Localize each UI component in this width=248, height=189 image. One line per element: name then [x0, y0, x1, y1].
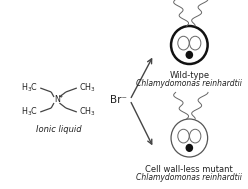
Ellipse shape	[189, 36, 201, 50]
Text: Ionic liquid: Ionic liquid	[36, 125, 81, 135]
Text: N: N	[54, 95, 60, 105]
Ellipse shape	[178, 36, 189, 50]
Text: $\mathregular{H_3C}$: $\mathregular{H_3C}$	[21, 106, 38, 118]
Ellipse shape	[171, 26, 208, 64]
Text: Cell wall-less mutant: Cell wall-less mutant	[146, 164, 233, 174]
Text: $\mathregular{CH_3}$: $\mathregular{CH_3}$	[79, 82, 95, 94]
Ellipse shape	[171, 119, 208, 157]
Text: Wild-type: Wild-type	[169, 71, 209, 81]
Ellipse shape	[178, 129, 189, 143]
Circle shape	[186, 144, 192, 151]
Text: Chlamydomonas reinhardtii: Chlamydomonas reinhardtii	[136, 80, 242, 88]
Text: Chlamydomonas reinhardtii: Chlamydomonas reinhardtii	[136, 173, 242, 181]
Text: Br⁻: Br⁻	[110, 95, 127, 105]
Text: $\mathregular{H_3C}$: $\mathregular{H_3C}$	[21, 82, 38, 94]
Circle shape	[186, 51, 192, 58]
Text: +: +	[58, 94, 62, 98]
Ellipse shape	[189, 129, 201, 143]
Text: $\mathregular{CH_3}$: $\mathregular{CH_3}$	[79, 106, 95, 118]
